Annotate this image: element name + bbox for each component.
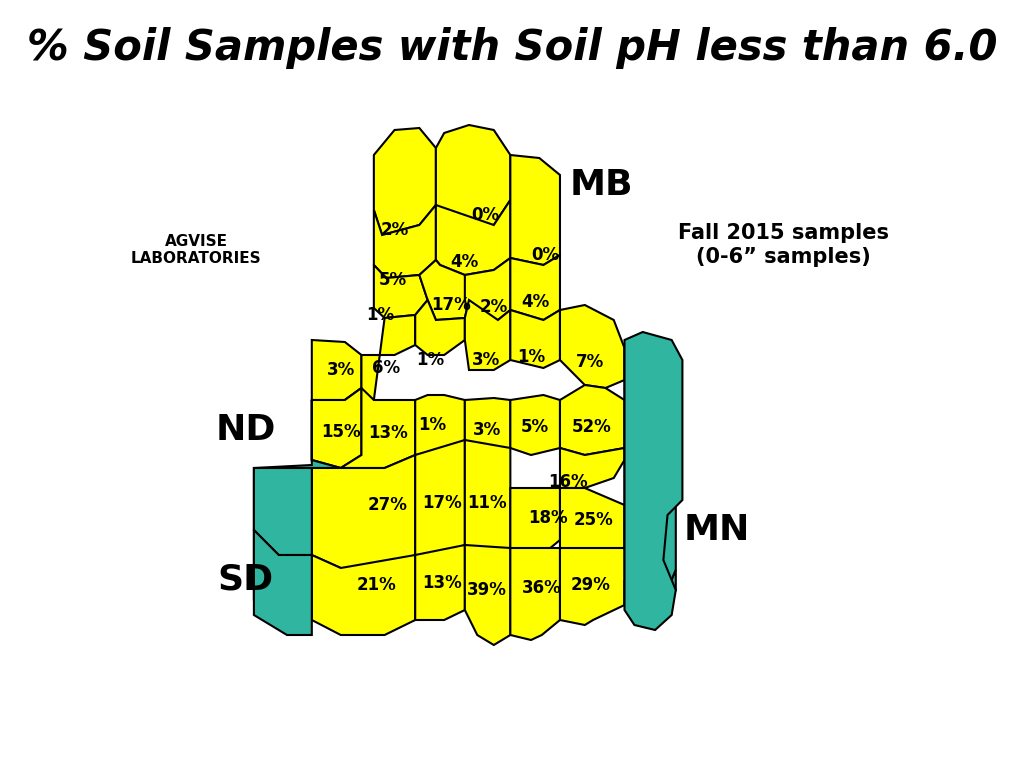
Polygon shape	[254, 530, 311, 620]
Polygon shape	[374, 265, 428, 318]
Text: 4%: 4%	[451, 253, 479, 271]
Text: 1%: 1%	[416, 351, 444, 369]
Polygon shape	[510, 488, 560, 555]
Text: 2%: 2%	[479, 298, 508, 316]
Text: 4%: 4%	[521, 293, 549, 311]
Text: Fall 2015 samples
(0-6” samples): Fall 2015 samples (0-6” samples)	[678, 223, 889, 266]
Text: 3%: 3%	[327, 361, 355, 379]
Text: 3%: 3%	[473, 421, 502, 439]
Text: 18%: 18%	[527, 509, 567, 527]
Text: 39%: 39%	[467, 581, 507, 599]
Polygon shape	[374, 128, 436, 235]
Polygon shape	[465, 300, 510, 370]
Text: SD: SD	[217, 563, 273, 597]
Polygon shape	[560, 385, 625, 455]
Polygon shape	[465, 258, 510, 320]
Text: 21%: 21%	[356, 576, 396, 594]
Polygon shape	[560, 305, 625, 388]
Polygon shape	[510, 310, 560, 368]
Polygon shape	[560, 448, 625, 488]
Polygon shape	[625, 340, 676, 510]
Text: 11%: 11%	[467, 494, 507, 512]
Text: MN: MN	[684, 513, 751, 547]
Text: 52%: 52%	[571, 418, 611, 436]
Polygon shape	[560, 548, 625, 625]
Text: 17%: 17%	[431, 296, 471, 314]
Text: 6%: 6%	[372, 359, 400, 377]
Text: 1%: 1%	[367, 306, 394, 324]
Polygon shape	[374, 205, 436, 278]
Polygon shape	[311, 340, 361, 400]
Text: 7%: 7%	[575, 353, 604, 371]
Text: 13%: 13%	[368, 424, 408, 442]
Polygon shape	[510, 395, 560, 455]
Text: 27%: 27%	[368, 496, 408, 514]
Text: 29%: 29%	[570, 576, 610, 594]
Text: 25%: 25%	[573, 511, 613, 529]
Polygon shape	[510, 255, 560, 320]
Polygon shape	[625, 332, 682, 630]
Polygon shape	[415, 300, 465, 355]
Polygon shape	[415, 395, 465, 455]
Text: 2%: 2%	[380, 221, 409, 239]
Polygon shape	[311, 388, 361, 468]
Text: 13%: 13%	[423, 574, 463, 592]
Polygon shape	[560, 488, 625, 560]
Polygon shape	[415, 440, 465, 555]
Text: 5%: 5%	[521, 418, 549, 436]
Text: 1%: 1%	[517, 348, 545, 366]
Text: % Soil Samples with Soil pH less than 6.0: % Soil Samples with Soil pH less than 6.…	[27, 27, 997, 69]
Polygon shape	[625, 570, 676, 620]
Polygon shape	[625, 500, 676, 600]
Text: 0%: 0%	[531, 246, 559, 264]
Polygon shape	[254, 400, 341, 555]
Text: 16%: 16%	[549, 473, 588, 491]
Polygon shape	[510, 155, 560, 265]
Polygon shape	[415, 545, 465, 620]
Polygon shape	[420, 260, 469, 320]
Text: 17%: 17%	[423, 494, 463, 512]
Polygon shape	[254, 468, 311, 555]
Text: MB: MB	[569, 168, 633, 202]
Polygon shape	[254, 530, 311, 635]
Text: 15%: 15%	[321, 423, 360, 441]
Text: 0%: 0%	[471, 206, 500, 224]
Text: 3%: 3%	[471, 351, 500, 369]
Polygon shape	[465, 398, 510, 455]
Polygon shape	[465, 545, 510, 645]
Polygon shape	[436, 200, 510, 275]
Text: 5%: 5%	[379, 271, 407, 289]
Polygon shape	[510, 548, 560, 640]
Text: 1%: 1%	[418, 416, 445, 434]
Polygon shape	[311, 455, 415, 568]
Polygon shape	[311, 555, 415, 635]
Polygon shape	[436, 125, 510, 230]
Text: 36%: 36%	[522, 579, 561, 597]
Polygon shape	[465, 440, 510, 555]
Text: ND: ND	[215, 413, 275, 447]
Polygon shape	[341, 388, 415, 468]
Text: AGVISE
LABORATORIES: AGVISE LABORATORIES	[131, 233, 261, 266]
Polygon shape	[345, 315, 415, 400]
